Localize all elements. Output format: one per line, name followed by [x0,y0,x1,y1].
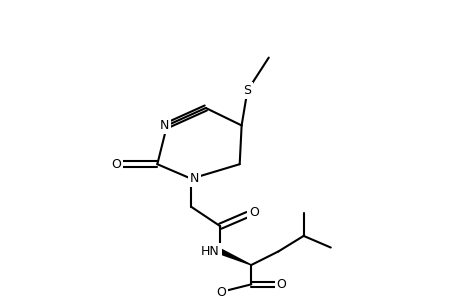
Text: HN: HN [201,245,219,258]
Text: O: O [249,206,258,219]
Text: N: N [189,172,198,185]
Text: N: N [159,119,168,132]
Text: O: O [112,158,121,171]
Text: O: O [216,286,226,298]
Polygon shape [219,249,251,265]
Text: O: O [276,278,285,291]
Text: S: S [243,84,251,97]
